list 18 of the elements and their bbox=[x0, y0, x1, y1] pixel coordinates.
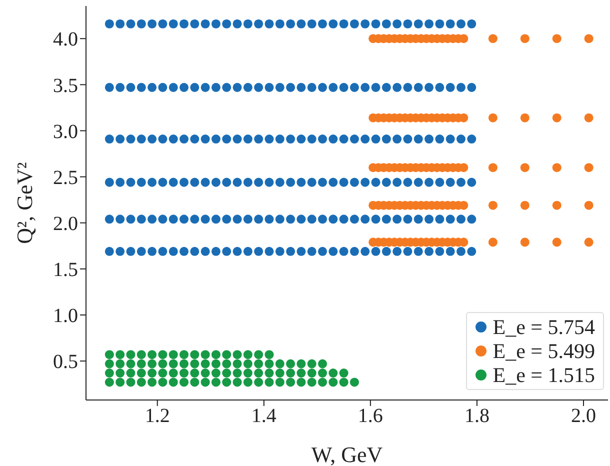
y-axis-title: Q², GeV² bbox=[12, 162, 37, 244]
x-tick-label: 1.2 bbox=[144, 405, 170, 428]
y-tick-label: 0.5 bbox=[53, 351, 78, 374]
y-tick-label: 2.5 bbox=[53, 166, 78, 189]
x-tick-label: 1.6 bbox=[358, 405, 383, 428]
y-tick-label: 3.5 bbox=[53, 74, 78, 97]
x-tick-label: 1.4 bbox=[251, 405, 276, 428]
legend-label: E_e = 5.499 bbox=[492, 339, 595, 363]
x-tick-label: 2.0 bbox=[571, 405, 596, 428]
legend-label: E_e = 5.754 bbox=[492, 315, 595, 339]
x-tick-label: 1.8 bbox=[464, 405, 490, 428]
legend-label: E_e = 1.515 bbox=[492, 363, 595, 387]
y-tick-label: 1.0 bbox=[53, 305, 78, 328]
y-tick-label: 1.5 bbox=[53, 259, 78, 282]
y-tick-label: 3.0 bbox=[53, 120, 78, 143]
y-tick-label: 4.0 bbox=[53, 28, 78, 51]
y-tick-label: 2.0 bbox=[53, 212, 78, 235]
x-axis-title: W, GeV bbox=[311, 442, 383, 466]
